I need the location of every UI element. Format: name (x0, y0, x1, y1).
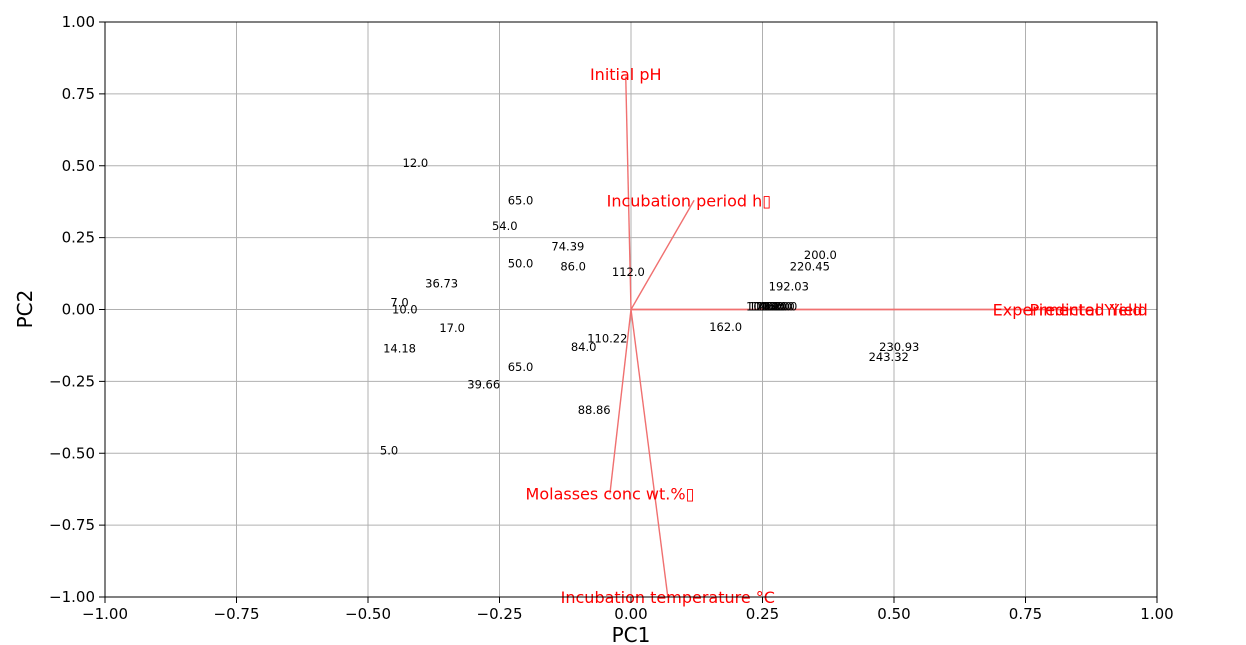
x-axis-title: PC1 (612, 623, 651, 645)
x-tick-label: 0.00 (614, 605, 647, 623)
x-tick-label: 0.75 (1009, 605, 1042, 623)
observation-label: 162.0 (709, 320, 742, 334)
x-tick-label: −0.25 (477, 605, 523, 623)
x-tick-label: −0.50 (345, 605, 391, 623)
loading-label: Incubation period h▯ (607, 191, 772, 210)
y-axis-ticks: −1.00 −0.75 −0.50 −0.25 0.00 0.25 0.50 0.75 1.00 (49, 13, 105, 606)
y-tick-label: 0.75 (62, 85, 95, 103)
observation-label: 136.0 (754, 300, 787, 314)
observation-label: 17.0 (439, 321, 465, 335)
x-axis-ticks: −1.00 −0.75 −0.50 −0.25 0.00 0.25 0.50 0.75 1.00 (82, 597, 1174, 623)
observation-label: 50.0 (508, 257, 534, 271)
y-tick-label: 0.25 (62, 229, 95, 247)
x-tick-label: −1.00 (82, 605, 128, 623)
loading-label: Initial pH (590, 65, 662, 84)
y-axis-title: PC2 (13, 290, 37, 329)
loading-vector (630, 309, 669, 598)
y-tick-label: 0.00 (62, 301, 95, 319)
observation-label: 140.0 (751, 300, 784, 314)
x-tick-label: 0.25 (746, 605, 779, 623)
loading-vector (630, 199, 695, 310)
observation-label: 200.0 (804, 248, 837, 262)
observation-label: 104.0 (746, 300, 779, 314)
x-tick-label: −0.75 (214, 605, 260, 623)
x-tick-label: 0.50 (877, 605, 910, 623)
observation-label: 39.66 (467, 377, 500, 391)
y-tick-label: 0.50 (62, 157, 95, 175)
observation-label: 243.32 (869, 350, 909, 364)
observation-label: 10.0 (392, 303, 418, 317)
observation-label: 7.0 (390, 295, 408, 309)
y-tick-label: −0.50 (49, 444, 95, 462)
loading-labels: Initial pH Incubation period h▯ Experiment… (526, 65, 1148, 607)
observation-label: 112.0 (612, 265, 645, 279)
loading-vector (625, 76, 632, 310)
observation-label: 12.0 (403, 156, 429, 170)
loading-label: Predicted Yield (1029, 301, 1147, 320)
observation-label: 128.0 (749, 300, 782, 314)
loading-vectors (609, 76, 1094, 598)
observation-label: 36.73 (425, 277, 458, 291)
observation-label: 84.0 (571, 340, 597, 354)
y-tick-label: −0.25 (49, 372, 95, 390)
observation-label: 230.93 (879, 340, 919, 354)
observation-label: 152.0 (759, 300, 792, 314)
observation-label: 192.03 (769, 280, 809, 294)
loading-label: Experimental Yield (993, 301, 1143, 320)
observation-label: 74.39 (551, 239, 584, 253)
observation-label: 110.22 (587, 331, 627, 345)
x-tick-label: 1.00 (1140, 605, 1173, 623)
observation-label: 220.45 (790, 259, 830, 273)
observation-label: 148.0 (757, 300, 790, 314)
loading-label: Molasses conc wt.%▯ (526, 485, 695, 504)
observation-label: 5.0 (380, 443, 398, 457)
y-tick-label: 1.00 (62, 13, 95, 31)
y-tick-label: −0.75 (49, 516, 95, 534)
observation-label: 86.0 (560, 259, 586, 273)
observation-label: 144.0 (764, 300, 797, 314)
loading-vector (609, 309, 632, 494)
observation-label: 88.86 (578, 403, 611, 417)
observation-label: 54.0 (492, 219, 518, 233)
observation-label: 14.18 (383, 341, 416, 355)
observation-label: 65.0 (508, 193, 534, 207)
observation-label: 65.0 (508, 360, 534, 374)
observation-label: 132.0 (762, 300, 795, 314)
y-tick-label: −1.00 (49, 588, 95, 606)
